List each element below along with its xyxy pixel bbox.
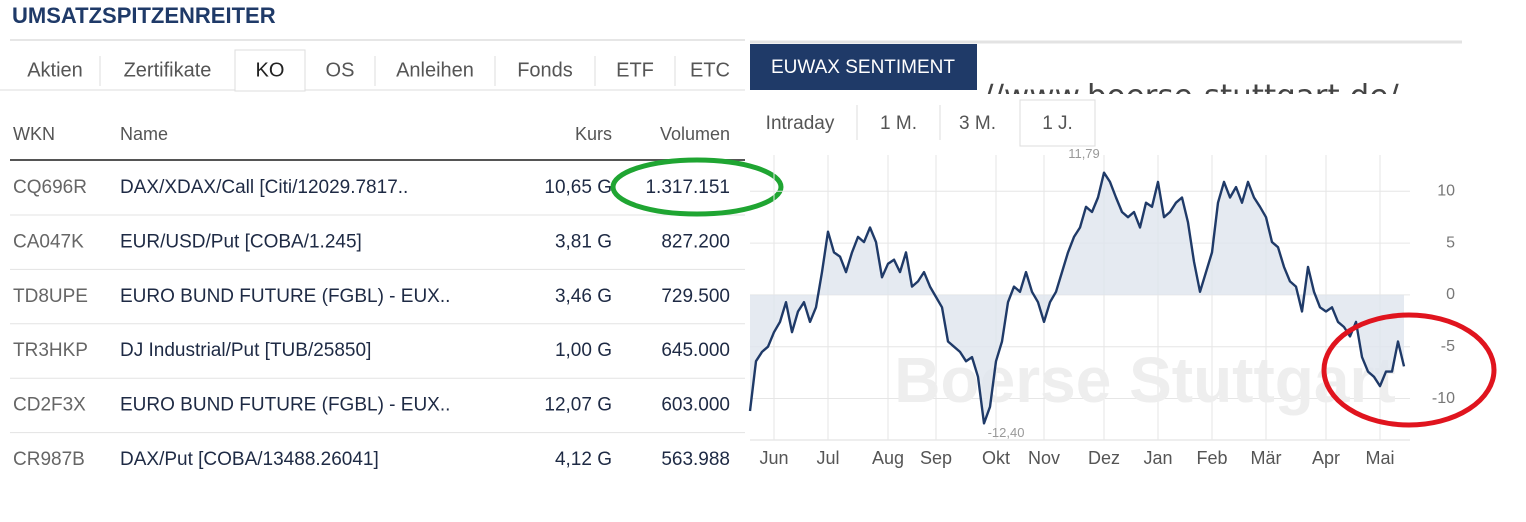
tab[interactable]: Anleihen <box>396 59 474 81</box>
x-tick-label: Jul <box>816 448 839 468</box>
max-label: 11,79 <box>1068 146 1100 161</box>
table-cell: TR3HKP <box>13 340 88 361</box>
table-cell: TD8UPE <box>13 286 88 307</box>
table-header: Name <box>120 124 168 144</box>
table-cell: 3,46 G <box>555 286 612 307</box>
table-header: Kurs <box>575 124 612 144</box>
table-cell: 1.317.151 <box>645 177 730 198</box>
min-label: -12,40 <box>988 425 1025 440</box>
line <box>748 171 1406 425</box>
x-tick-label: Jun <box>759 448 788 468</box>
range-tab[interactable]: 3 M. <box>959 113 996 134</box>
x-tick-label: Jan <box>1143 448 1172 468</box>
row-link[interactable]: EURO BUND FUTURE (FGBL) - EUX.. <box>120 395 450 416</box>
row-link[interactable]: DJ Industrial/Put [TUB/25850] <box>120 340 371 361</box>
tab-active-bg <box>234 49 306 92</box>
panel-title: UMSATZSPITZENREITER <box>12 3 276 28</box>
table-cell: 827.200 <box>661 231 730 252</box>
chart-title: EUWAX SENTIMENT <box>771 57 955 78</box>
row-link[interactable]: EURO BUND FUTURE (FGBL) - EUX.. <box>120 286 450 307</box>
y-tick-label: 10 <box>1437 182 1455 199</box>
watermark-url: //www.boerse-stuttgart.de/ <box>983 79 1399 115</box>
row-link[interactable]: EUR/USD/Put [COBA/1.245] <box>120 231 362 252</box>
table-cell: CD2F3X <box>13 395 86 416</box>
highlight-circle <box>610 157 784 217</box>
tab[interactable]: Aktien <box>27 59 83 81</box>
row-link[interactable]: DAX/Put [COBA/13488.26041] <box>120 449 379 470</box>
x-tick-label: Feb <box>1196 448 1227 468</box>
table-cell: 1,00 G <box>555 340 612 361</box>
table-cell: 645.000 <box>661 340 730 361</box>
table-header: WKN <box>13 124 55 144</box>
y-tick-label: 0 <box>1446 286 1455 303</box>
table-cell: 3,81 G <box>555 231 612 252</box>
table-cell: CA047K <box>13 231 84 252</box>
table-header: Volumen <box>660 124 730 144</box>
x-tick-label: Mär <box>1251 448 1282 468</box>
table-cell: 4,12 G <box>555 449 612 470</box>
table-cell: CR987B <box>13 449 85 470</box>
tab-active-bg <box>1019 99 1096 147</box>
x-tick-label: Okt <box>982 448 1010 468</box>
x-tick-label: Nov <box>1028 448 1060 468</box>
y-tick-label: -5 <box>1441 338 1455 355</box>
y-tick-label: -10 <box>1432 390 1455 407</box>
area <box>750 172 1404 424</box>
table-cell: CQ696R <box>13 177 87 198</box>
row-link[interactable]: DAX/XDAX/Call [Citi/12029.7817.. <box>120 177 408 198</box>
highlight-circle <box>1321 312 1497 428</box>
tab[interactable]: ETC <box>690 59 730 81</box>
range-tab[interactable]: Intraday <box>766 113 835 134</box>
x-tick-label: Apr <box>1312 448 1340 468</box>
x-tick-label: Mai <box>1365 448 1394 468</box>
tab[interactable]: OS <box>326 59 355 81</box>
range-tab[interactable]: 1 M. <box>880 113 917 134</box>
tab[interactable]: Zertifikate <box>124 59 212 81</box>
x-tick-label: Dez <box>1088 448 1120 468</box>
y-tick-label: 5 <box>1446 234 1455 251</box>
tab[interactable]: Fonds <box>517 59 573 81</box>
tab[interactable]: ETF <box>616 59 654 81</box>
x-tick-label: Sep <box>920 448 952 468</box>
range-tab[interactable]: 1 J. <box>1042 113 1073 134</box>
table-cell: 10,65 G <box>544 177 612 198</box>
tab[interactable]: KO <box>256 59 285 81</box>
table-cell: 563.988 <box>661 449 730 470</box>
table-cell: 603.000 <box>661 395 730 416</box>
title-bg <box>750 44 977 90</box>
table-cell: 12,07 G <box>544 395 612 416</box>
x-tick-label: Aug <box>872 448 904 468</box>
table-cell: 729.500 <box>661 286 730 307</box>
